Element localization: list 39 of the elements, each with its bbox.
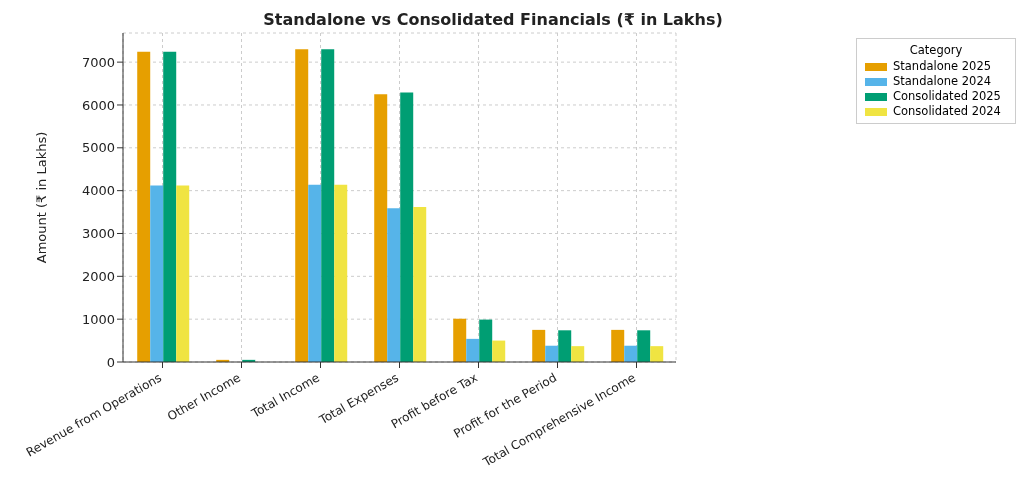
legend-label: Standalone 2024	[893, 74, 992, 89]
y-tick-label: 3000	[81, 226, 115, 242]
bar	[492, 340, 506, 362]
bar	[176, 185, 190, 362]
y-tick-label: 4000	[81, 183, 115, 199]
bar	[611, 329, 625, 362]
legend-label: Standalone 2025	[893, 59, 992, 74]
bar	[558, 330, 572, 362]
bar	[400, 92, 414, 362]
bar	[334, 184, 348, 362]
bar	[137, 51, 151, 362]
y-tick-label: 0	[106, 354, 115, 370]
bar	[532, 329, 546, 362]
bar	[308, 184, 322, 362]
bar	[374, 94, 388, 362]
legend-label: Consolidated 2024	[893, 104, 1001, 119]
bar	[387, 208, 401, 362]
y-tick-label: 1000	[81, 311, 115, 327]
y-tick-label: 5000	[81, 140, 115, 156]
legend-title: Category	[908, 43, 964, 57]
bar	[163, 51, 177, 362]
bar	[150, 185, 164, 362]
bar	[466, 338, 480, 362]
bar	[321, 49, 335, 362]
y-tick-label: 7000	[81, 54, 115, 70]
bar	[453, 318, 467, 362]
chart-title: Standalone vs Consolidated Financials (₹ in Lakhs)	[262, 10, 724, 29]
bar	[637, 330, 651, 362]
bar	[650, 346, 664, 362]
bar	[545, 345, 559, 362]
y-tick-label: 2000	[81, 268, 115, 284]
y-axis-title: Amount (₹ in Lakhs)	[33, 131, 49, 264]
bar	[413, 206, 427, 362]
bar	[295, 49, 309, 362]
bar	[479, 319, 493, 362]
legend-label: Consolidated 2025	[893, 89, 1001, 104]
bar	[571, 346, 585, 362]
y-tick-label: 6000	[81, 97, 115, 113]
bar	[624, 345, 638, 362]
